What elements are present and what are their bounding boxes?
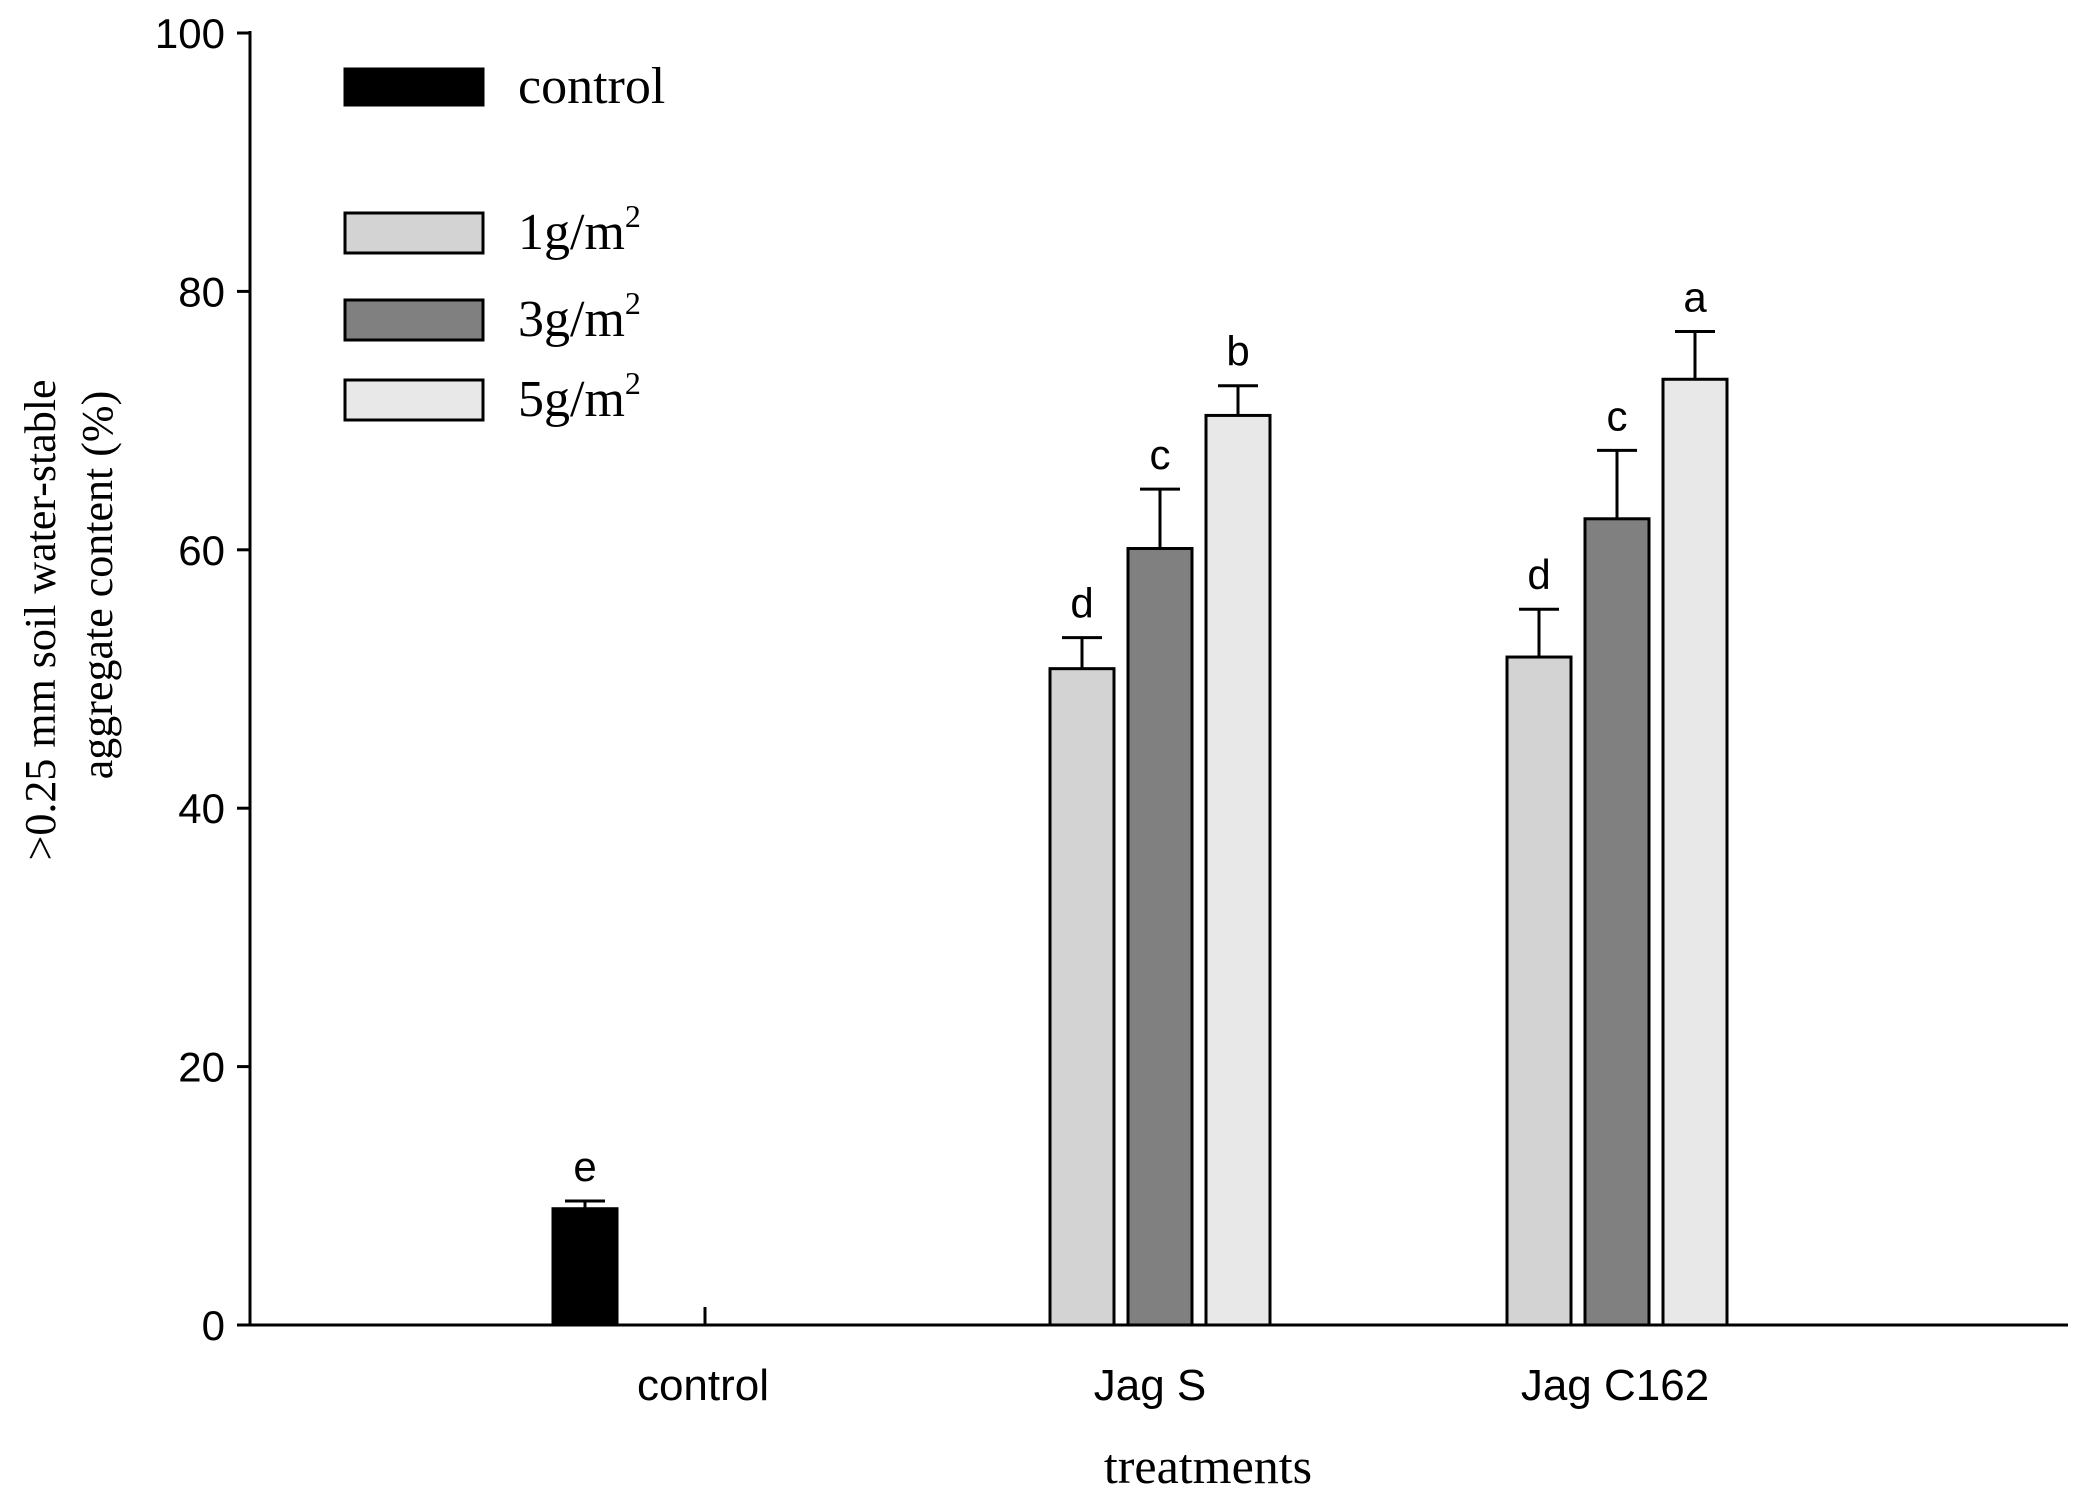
legend-label-superscript: 2	[625, 285, 641, 321]
y-axis-label-line-1: >0.25 mm soil water-stable	[16, 380, 65, 861]
legend-label: control	[518, 58, 665, 115]
bar-3gm	[1583, 517, 1651, 1327]
significance-letter: c	[1607, 392, 1628, 439]
y-tick-label: 0	[202, 1302, 225, 1349]
legend-label-superscript: 2	[625, 198, 641, 234]
y-tick-label: 100	[155, 10, 225, 57]
significance-letter: d	[1527, 551, 1550, 598]
axes: 0 20 40 60 80 100 control Jag S Jag C162	[155, 10, 2068, 1410]
y-axis-label-line-2: aggregate content (%)	[73, 391, 122, 779]
legend-label-superscript: 2	[625, 365, 641, 401]
legend-label: 3g/m2	[518, 285, 641, 348]
bar-1gm	[1505, 655, 1573, 1327]
legend-swatch	[343, 67, 485, 107]
bars: e d c b d c a	[551, 273, 1729, 1327]
x-tick-label: control	[637, 1361, 769, 1410]
bar-5gm	[1204, 413, 1272, 1327]
significance-letter: e	[573, 1143, 596, 1190]
y-tick-label: 20	[178, 1044, 225, 1091]
legend-swatch	[343, 211, 485, 255]
x-axis-label: treatments	[1104, 1438, 1312, 1494]
control-bar	[551, 1207, 619, 1327]
bar-3gm	[1126, 547, 1194, 1327]
x-tick-label: Jag S	[1094, 1361, 1207, 1410]
significance-letter: a	[1683, 273, 1707, 320]
y-tick-label: 40	[178, 785, 225, 832]
y-tick-label: 60	[178, 527, 225, 574]
y-tick-label: 80	[178, 268, 225, 315]
legend-label: 5g/m2	[518, 365, 641, 428]
x-tick-label: Jag C162	[1521, 1361, 1709, 1410]
bar-1gm	[1048, 667, 1116, 1327]
significance-letter: b	[1226, 328, 1249, 375]
significance-letter: d	[1070, 580, 1093, 627]
legend-swatch	[343, 378, 485, 422]
legend-swatch	[343, 298, 485, 342]
legend: control 1g/m2 3g/m2 5g/m2	[343, 58, 665, 428]
bar-5gm	[1661, 377, 1729, 1327]
significance-letter: c	[1150, 431, 1171, 478]
legend-label: 1g/m2	[518, 198, 641, 261]
